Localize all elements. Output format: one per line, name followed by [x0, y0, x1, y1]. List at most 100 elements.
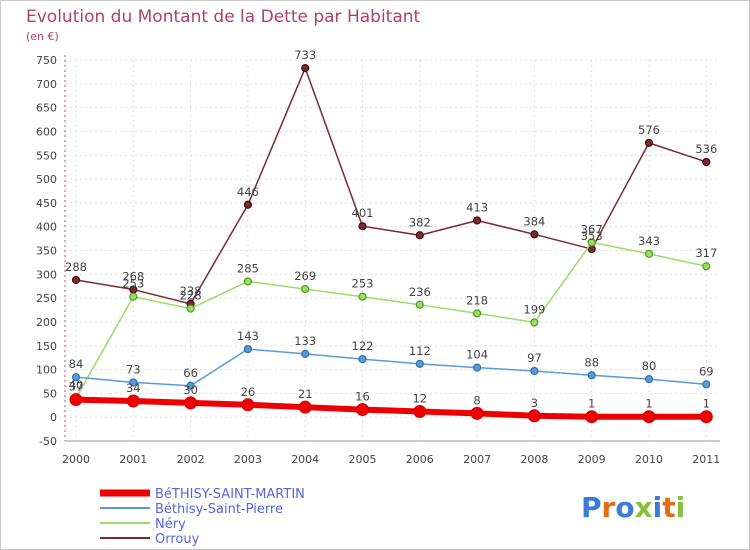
- data-label: 253: [122, 277, 144, 291]
- series-point: [243, 200, 252, 209]
- logo-letter: x: [635, 491, 653, 524]
- series-point: [413, 404, 427, 418]
- series-point: [129, 292, 138, 301]
- y-tick-label: 150: [36, 340, 57, 353]
- data-label: 268: [122, 270, 144, 284]
- data-label: 288: [65, 260, 87, 274]
- data-label: 122: [352, 339, 374, 353]
- series-point: [473, 363, 482, 372]
- data-label: 69: [699, 364, 714, 378]
- data-label: 382: [409, 215, 431, 229]
- x-tick-label: 2004: [291, 453, 319, 466]
- data-label: 112: [409, 344, 431, 358]
- x-tick-label: 2009: [578, 453, 606, 466]
- legend: BéTHISY-SAINT-MARTINBéthisy-Saint-Pierre…: [100, 487, 305, 547]
- series-point: [470, 406, 484, 420]
- series-point: [702, 157, 711, 167]
- x-tick-label: 2008: [520, 453, 548, 466]
- series-point: [301, 349, 310, 358]
- x-tick-label: 2005: [349, 453, 377, 466]
- series-line: [75, 67, 708, 305]
- x-tick-label: 2011: [692, 453, 720, 466]
- y-tick-label: 250: [36, 292, 57, 305]
- data-label: 367: [581, 222, 603, 236]
- series-point: [358, 354, 367, 364]
- y-tick-label: -50: [39, 435, 57, 448]
- data-label: 236: [409, 285, 431, 299]
- series-point: [702, 380, 711, 389]
- series-point: [702, 262, 711, 271]
- y-tick-label: 200: [36, 316, 57, 329]
- data-label: 446: [237, 185, 259, 199]
- logo-letter: t: [662, 491, 675, 524]
- proxiti-logo: Proxiti: [581, 491, 685, 524]
- series-point: [644, 138, 654, 147]
- data-label: 413: [466, 200, 488, 214]
- data-label: 3: [531, 396, 538, 410]
- y-tick-label: 500: [36, 173, 57, 186]
- data-label: 88: [584, 355, 599, 369]
- series-point: [298, 400, 312, 414]
- data-label: 228: [180, 289, 202, 303]
- series-point: [69, 393, 83, 407]
- series-point: [358, 222, 367, 231]
- data-label: 80: [642, 359, 657, 373]
- series-point: [530, 318, 539, 327]
- x-tick-label: 2010: [635, 453, 663, 466]
- series-point: [126, 394, 140, 408]
- series-point: [644, 249, 654, 258]
- logo-letter: P: [581, 491, 602, 524]
- series-point: [358, 292, 367, 301]
- series-point: [301, 284, 310, 294]
- data-label: 384: [523, 214, 545, 228]
- series-point: [129, 378, 138, 387]
- series-point: [184, 396, 198, 410]
- series-point: [415, 231, 424, 240]
- data-label: 401: [352, 206, 374, 220]
- legend-label: Orrouy: [155, 532, 200, 547]
- y-tick-label: 600: [36, 125, 57, 138]
- series-point: [587, 238, 596, 247]
- series-point: [186, 381, 195, 390]
- data-label: 21: [298, 387, 313, 401]
- data-label: 536: [695, 142, 717, 156]
- data-label: 1: [588, 397, 595, 411]
- data-label: 218: [466, 293, 488, 307]
- data-label: 143: [237, 329, 259, 343]
- series-point: [530, 366, 539, 376]
- y-tick-label: 550: [36, 149, 57, 162]
- data-label: 104: [466, 348, 488, 362]
- series-point: [644, 374, 654, 384]
- y-tick-label: 700: [36, 78, 57, 91]
- data-label: 26: [241, 385, 256, 399]
- axes: -50 0 50 100 150 200 250 300 350 400 450 500 550 600 6…: [36, 54, 720, 466]
- data-label: 12: [412, 391, 427, 405]
- series-point: [699, 410, 713, 424]
- data-label: 30: [183, 383, 198, 397]
- series-point: [71, 275, 81, 285]
- series-point: [186, 304, 195, 313]
- series-point: [587, 371, 596, 380]
- series-point: [71, 373, 81, 382]
- legend-label: Béthisy-Saint-Pierre: [155, 502, 283, 517]
- data-label: 353: [581, 229, 603, 243]
- y-tick-label: 0: [50, 411, 57, 424]
- data-label: 97: [527, 351, 542, 365]
- data-label: 199: [523, 302, 545, 316]
- y-tick-label: 100: [36, 364, 57, 377]
- data-label: 16: [355, 390, 370, 404]
- data-label: 133: [294, 334, 316, 348]
- series-line: [75, 348, 708, 387]
- data-label: 343: [638, 234, 660, 248]
- y-tick-label: 650: [36, 102, 57, 115]
- series-group: [69, 63, 713, 424]
- y-tick-label: 750: [36, 54, 57, 67]
- data-labels: 37 34 30 26 21 16 12 8 3 1 1 1 84 73 66 143 133 122 112 104…: [65, 48, 717, 411]
- data-label: 40: [69, 378, 84, 392]
- series-point: [642, 410, 656, 424]
- series-point: [585, 410, 599, 424]
- series-point: [415, 359, 424, 368]
- logo-letter: o: [615, 491, 634, 524]
